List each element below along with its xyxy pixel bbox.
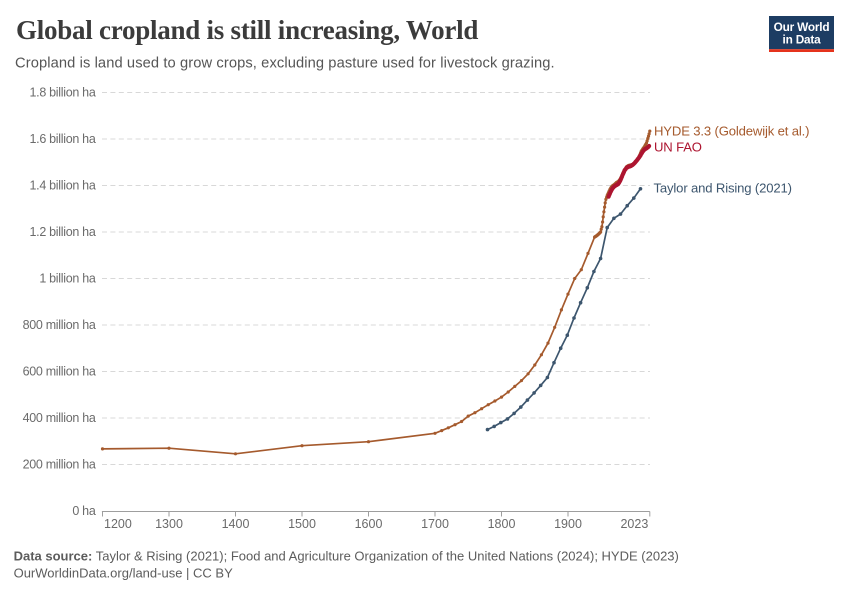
- svg-text:0 ha: 0 ha: [72, 504, 95, 518]
- svg-text:1400: 1400: [222, 517, 250, 531]
- svg-text:in Data: in Data: [783, 33, 822, 47]
- svg-text:HYDE 3.3 (Goldewijk et al.): HYDE 3.3 (Goldewijk et al.): [654, 124, 809, 139]
- svg-text:600 million ha: 600 million ha: [23, 365, 96, 379]
- svg-text:1600: 1600: [355, 517, 383, 531]
- svg-text:Global cropland is still incre: Global cropland is still increasing, Wor…: [16, 15, 478, 45]
- svg-text:1 billion ha: 1 billion ha: [39, 272, 96, 286]
- svg-text:1.8 billion ha: 1.8 billion ha: [30, 86, 96, 100]
- svg-text:200 million ha: 200 million ha: [23, 458, 96, 472]
- svg-text:Taylor and Rising (2021): Taylor and Rising (2021): [654, 181, 792, 196]
- svg-text:1800: 1800: [488, 517, 516, 531]
- svg-text:1300: 1300: [155, 517, 183, 531]
- svg-text:800 million ha: 800 million ha: [23, 318, 96, 332]
- svg-text:1.6 billion ha: 1.6 billion ha: [30, 132, 96, 146]
- svg-text:1.2 billion ha: 1.2 billion ha: [30, 225, 96, 239]
- svg-text:400 million ha: 400 million ha: [23, 411, 96, 425]
- svg-text:Our World: Our World: [774, 20, 830, 34]
- svg-text:OurWorldinData.org/land-use |: OurWorldinData.org/land-use | CC BY: [14, 566, 234, 581]
- svg-text:1700: 1700: [421, 517, 449, 531]
- svg-text:1200: 1200: [104, 517, 132, 531]
- svg-text:Data source: Taylor & Rising (: Data source: Taylor & Rising (2021); Foo…: [14, 548, 679, 563]
- svg-text:UN FAO: UN FAO: [654, 140, 702, 155]
- svg-text:1500: 1500: [288, 517, 316, 531]
- svg-text:1900: 1900: [554, 517, 582, 531]
- svg-text:1.4 billion ha: 1.4 billion ha: [30, 179, 96, 193]
- svg-text:2023: 2023: [620, 517, 648, 531]
- svg-text:Cropland is land used to grow: Cropland is land used to grow crops, exc…: [15, 55, 555, 71]
